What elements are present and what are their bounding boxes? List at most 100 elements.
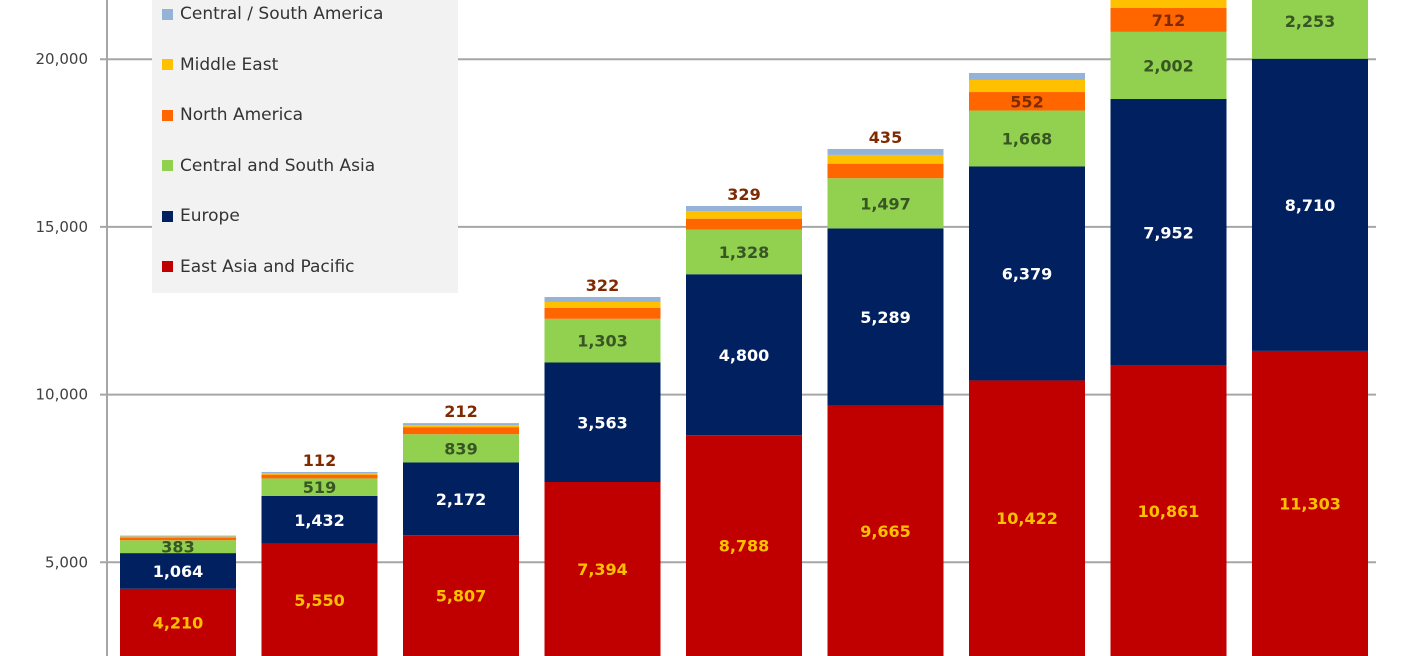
bar-segment: [1252, 0, 1368, 59]
bar-segment: [403, 423, 519, 426]
bar-segment: [403, 535, 519, 656]
data-label: 10,422: [996, 509, 1058, 528]
data-label: 4,210: [153, 613, 204, 632]
bar-segment: [969, 72, 1085, 80]
data-label: 712: [1152, 11, 1185, 30]
bar-segment: [1110, 7, 1227, 32]
legend-swatch: [162, 8, 173, 20]
bar-segment: [686, 274, 802, 436]
bar-segment: [1110, 365, 1227, 656]
bar-segment: [544, 301, 661, 308]
legend-item: Central / South America: [162, 4, 383, 24]
data-label: 552: [1010, 92, 1043, 111]
legend-item: Europe: [162, 206, 240, 226]
legend-item: Central and South Asia: [162, 156, 375, 176]
data-label: 212: [444, 402, 477, 421]
data-label: 1,497: [860, 194, 911, 213]
bar-segment: [1110, 0, 1227, 8]
data-label: 1,668: [1002, 130, 1053, 149]
data-label: 11,303: [1279, 494, 1341, 513]
bar-segment: [686, 229, 802, 275]
data-label: 2,253: [1285, 12, 1336, 31]
data-label: 1,328: [719, 243, 770, 262]
bar-segment: [544, 307, 661, 319]
data-label: 8,788: [719, 537, 770, 556]
legend-label: Middle East: [180, 54, 279, 75]
bar-segment: [686, 218, 802, 230]
data-label: 9,665: [860, 522, 911, 541]
bar-segment: [120, 535, 236, 537]
bar-segment: [827, 148, 944, 155]
bar-segment: [827, 163, 944, 179]
legend: Central / South America Middle East North …: [152, 0, 458, 293]
data-label: 322: [586, 276, 619, 295]
data-label: 5,807: [436, 587, 487, 606]
bar-segment: [261, 471, 378, 474]
bar-segment: [403, 434, 519, 463]
y-tick-label: 10,000: [36, 386, 89, 404]
bar-segment: [261, 473, 378, 475]
legend-swatch: [162, 109, 173, 121]
data-label: 519: [303, 478, 336, 497]
data-label: 2,172: [436, 490, 487, 509]
bar-segment: [403, 462, 519, 536]
legend-label: Europe: [180, 206, 240, 226]
bar-segment: [686, 206, 802, 212]
data-label: 1,303: [577, 332, 628, 351]
data-label: 1,064: [153, 562, 204, 581]
bar-segment: [403, 425, 519, 428]
bar-segment: [969, 380, 1085, 656]
bar-segment: [827, 228, 944, 406]
data-label: 112: [303, 451, 336, 470]
bar-segment: [261, 474, 378, 479]
bar-segment: [120, 540, 236, 554]
data-label: 5,289: [860, 308, 911, 327]
bar-segment: [969, 79, 1085, 93]
data-label: 383: [161, 538, 194, 557]
legend-swatch: [162, 160, 173, 171]
data-label: 6,379: [1002, 264, 1053, 283]
bar-segment: [544, 296, 661, 302]
bar-segment: [261, 543, 378, 656]
bar-segment: [1110, 99, 1227, 366]
data-label: 3,563: [577, 413, 628, 432]
bar-segment: [544, 318, 661, 363]
bar-segment: [261, 478, 378, 496]
bar-segment: [120, 536, 236, 538]
bar-segment: [969, 92, 1085, 111]
bar-segment: [261, 495, 378, 544]
data-label: 1,432: [294, 511, 345, 530]
data-label: 2,002: [1143, 56, 1194, 75]
legend-item: North America: [162, 105, 303, 125]
bar-segment: [969, 110, 1085, 167]
legend-swatch: [162, 59, 173, 70]
y-tick-label: 20,000: [36, 50, 89, 68]
y-tick-label: 15,000: [36, 218, 89, 236]
legend-item: Middle East: [162, 55, 278, 75]
data-label: 8,710: [1285, 196, 1336, 215]
data-label: 4,800: [719, 346, 770, 365]
legend-swatch: [162, 210, 173, 222]
legend-label: East Asia and Pacific: [180, 256, 355, 277]
legend-label: North America: [180, 105, 304, 125]
bar-segment: [120, 553, 236, 589]
bar-segment: [827, 405, 944, 656]
bar-segment: [120, 537, 236, 541]
data-label: 5,550: [294, 591, 345, 610]
data-label: 7,394: [577, 560, 628, 579]
bar-segment: [544, 362, 661, 483]
bar-segment: [544, 482, 661, 656]
bar-segment: [827, 178, 944, 229]
bar-segment: [1252, 58, 1368, 351]
data-label: 7,952: [1143, 223, 1194, 242]
legend-item: East Asia and Pacific: [162, 257, 355, 277]
bar-segment: [686, 211, 802, 219]
bar-segment: [1110, 31, 1227, 100]
y-tick-label: 5,000: [45, 553, 88, 571]
bar-segment: [969, 166, 1085, 381]
bar-segment: [403, 427, 519, 435]
bar-segment: [827, 154, 944, 164]
legend-label: Central / South America: [180, 4, 384, 24]
bar-segment: [686, 435, 802, 656]
